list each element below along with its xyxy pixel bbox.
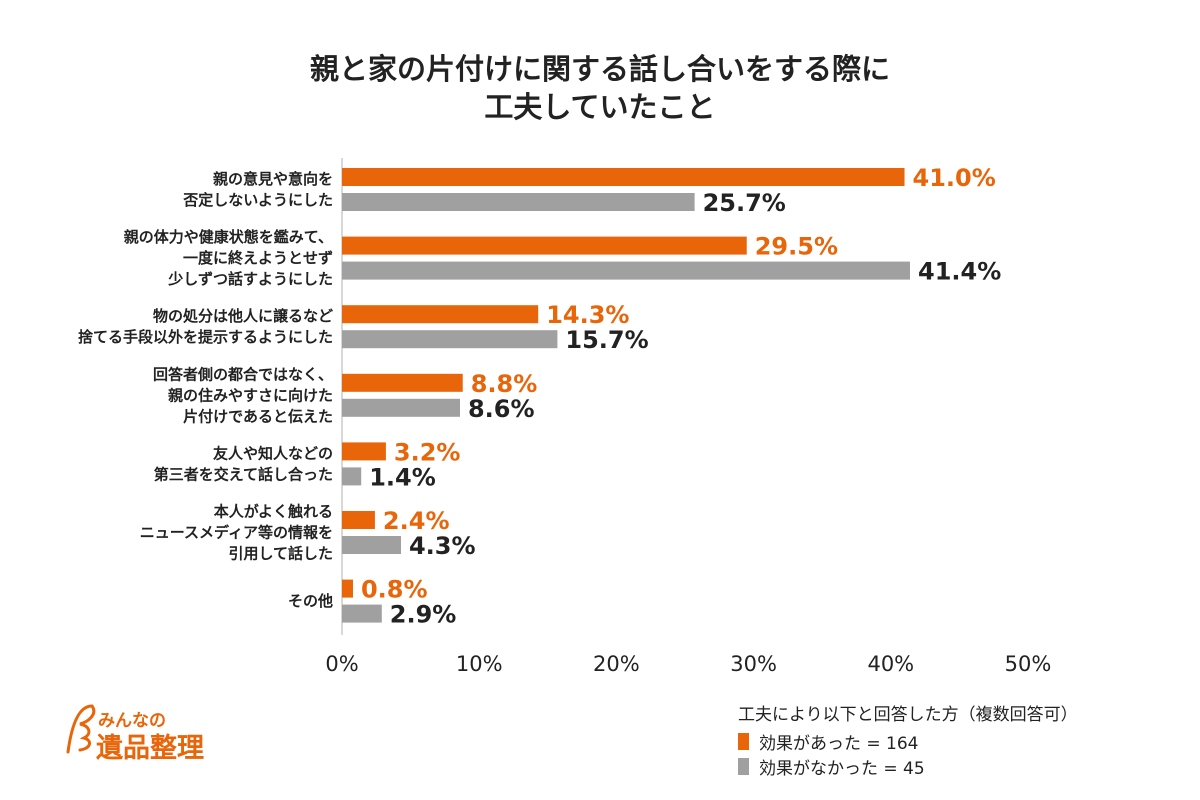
category-label: 引用して話した [228, 545, 333, 563]
bar-effective [342, 305, 539, 324]
category-label: 一度に終えようとせず [183, 249, 333, 267]
data-label: 1.4% [369, 463, 436, 491]
legend-swatch-gray [738, 758, 749, 775]
data-label: 15.7% [565, 326, 648, 354]
bar-not-effective [342, 193, 695, 211]
bar-not-effective [342, 261, 911, 280]
x-tick-label: 20% [593, 652, 640, 676]
data-label: 2.4% [383, 507, 450, 535]
bar-not-effective [342, 398, 460, 417]
category-label: 否定しないようにした [182, 191, 333, 209]
legend: 工夫により以下と回答した方（複数回答可） 効果があった = 164 効果がなかっ… [738, 700, 1078, 779]
x-tick-label: 0% [325, 652, 358, 676]
bar-not-effective [342, 604, 382, 623]
x-tick-label: 30% [730, 652, 777, 676]
bar-effective [342, 579, 353, 598]
bar-effective [342, 236, 747, 255]
category-label: 友人や知人などの [213, 444, 333, 462]
legend-label: 効果がなかった = 45 [759, 759, 925, 779]
category-label: 物の処分は他人に譲るなど [153, 307, 333, 325]
logo-text-1: みんなの [98, 711, 166, 731]
data-label: 14.3% [546, 301, 629, 329]
x-tick-label: 10% [456, 652, 503, 676]
data-label: 41.4% [918, 258, 1001, 286]
title-line-1: 親と家の片付けに関する話し合いをする際に [309, 52, 890, 86]
category-label: 第三者を交えて話し合った [154, 465, 333, 483]
category-label: その他 [288, 592, 333, 610]
bar-effective [342, 373, 463, 392]
legend-heading: 工夫により以下と回答した方（複数回答可） [738, 705, 1078, 725]
x-tick-label: 50% [1005, 652, 1052, 676]
category-label: 親の住みやすさに向けた [168, 386, 333, 404]
data-label: 41.0% [913, 164, 996, 192]
category-label: 少しずつ話すようにした [167, 270, 333, 288]
chart-title: 親と家の片付けに関する話し合いをする際に 工夫していたこと [0, 50, 1200, 126]
x-tick-label: 40% [867, 652, 914, 676]
category-label: 親の体力や健康状態を鑑みて、 [124, 228, 333, 246]
bar-not-effective [342, 467, 362, 486]
data-label: 0.8% [361, 576, 428, 604]
legend-item-effective: 効果があった = 164 [738, 729, 1078, 754]
bar-effective [342, 168, 905, 186]
category-label: 片付けであると伝えた [183, 407, 333, 425]
data-label: 25.7% [703, 189, 786, 217]
wing-logo-icon [66, 704, 96, 754]
bar-effective [342, 442, 386, 461]
bar-not-effective [342, 330, 558, 349]
data-label: 3.2% [394, 438, 461, 466]
title-line-2: 工夫していたこと [484, 90, 716, 124]
data-label: 8.8% [471, 370, 538, 398]
category-label: 回答者側の都合ではなく、 [153, 365, 333, 383]
data-label: 4.3% [409, 532, 476, 560]
category-label: ニュースメディア等の情報を [140, 524, 333, 542]
legend-swatch-orange [738, 733, 749, 750]
data-label: 8.6% [468, 395, 535, 423]
category-label: 本人がよく触れる [214, 503, 333, 521]
data-label: 29.5% [755, 233, 838, 261]
category-label: 親の意見や意向を [213, 170, 333, 188]
data-label: 2.9% [390, 601, 457, 629]
bar-effective [342, 511, 375, 529]
category-label: 捨てる手段以外を提示するようにした [78, 328, 333, 346]
logo-text-2: 遺品整理 [96, 733, 204, 764]
legend-label: 効果があった = 164 [759, 734, 919, 754]
bar-not-effective [342, 536, 401, 554]
legend-item-not-effective: 効果がなかった = 45 [738, 754, 1078, 779]
